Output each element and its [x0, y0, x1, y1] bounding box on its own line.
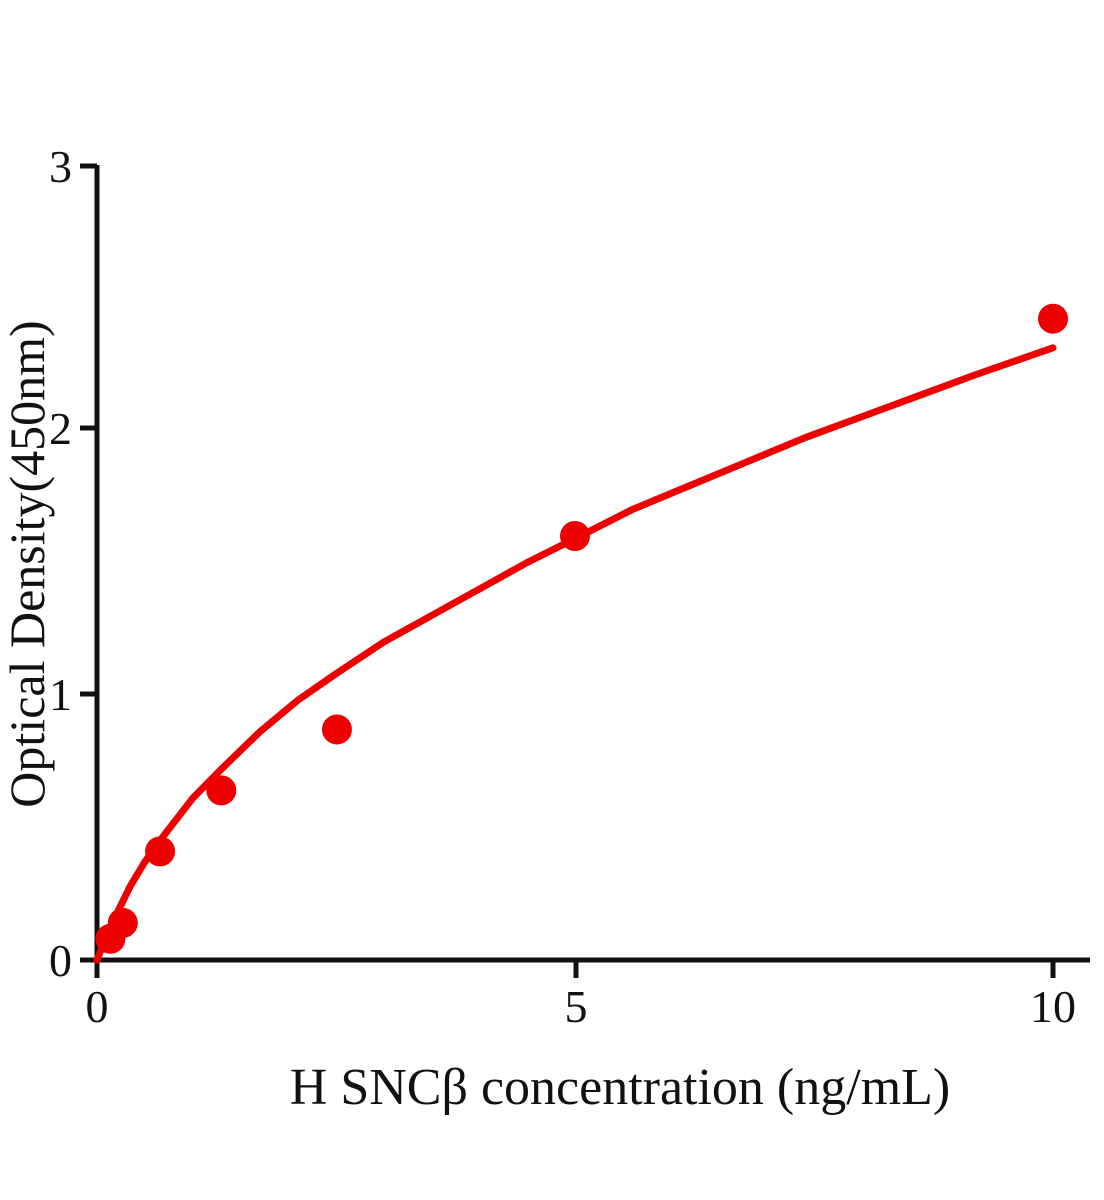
data-point-group — [95, 303, 1068, 954]
x-tick-label-10: 10 — [1030, 981, 1076, 1032]
data-point — [206, 775, 237, 806]
axis-lines — [94, 165, 1090, 963]
y-axis-title: Optical Density(450nm) — [0, 320, 55, 807]
y-tick-label-0: 0 — [49, 935, 72, 986]
x-axis-title: H SNCβ concentration (ng/mL) — [290, 1059, 950, 1116]
fit-curve-path — [93, 344, 1057, 964]
y-tick-labels: 3 2 1 0 — [49, 141, 72, 986]
y-tick-label-1: 1 — [49, 669, 72, 720]
data-point — [560, 521, 590, 551]
y-tick-label-3: 3 — [49, 141, 72, 192]
data-point — [321, 714, 352, 745]
x-tick-labels: 0 5 10 — [86, 981, 1077, 1032]
data-point — [145, 836, 176, 867]
fitted-curve — [93, 344, 1057, 964]
x-tick-label-0: 0 — [86, 981, 109, 1032]
data-point — [1038, 303, 1068, 334]
x-tick-label-5: 5 — [565, 981, 588, 1032]
y-tick-label-2: 2 — [49, 403, 72, 454]
data-point — [107, 907, 138, 938]
